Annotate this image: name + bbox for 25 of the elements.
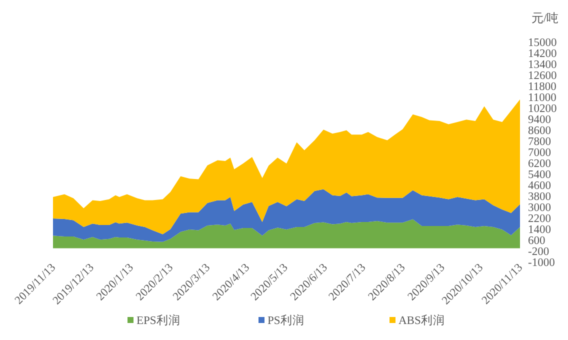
y-tick-label: 13400 <box>528 59 557 71</box>
y-tick-label: -200 <box>528 246 550 258</box>
legend-label: EPS利润 <box>136 313 180 327</box>
legend-label: ABS利润 <box>398 313 445 327</box>
y-tick-label: 600 <box>528 235 546 247</box>
y-tick-label: 15000 <box>528 37 557 49</box>
y-tick-label: 1400 <box>528 224 552 236</box>
legend-label: PS利润 <box>268 313 304 327</box>
y-tick-label: 3800 <box>528 191 552 203</box>
y-axis-title: 元/吨 <box>531 11 559 25</box>
y-tick-label: 7800 <box>528 136 552 148</box>
y-tick-label: 2200 <box>528 213 552 225</box>
y-tick-label: 6200 <box>528 158 552 170</box>
y-tick-label: 11000 <box>528 92 557 104</box>
y-tick-label: 3000 <box>528 202 552 214</box>
y-tick-label: -1000 <box>528 257 556 269</box>
y-tick-label: 11800 <box>528 81 557 93</box>
y-tick-label: 4600 <box>528 180 552 192</box>
y-tick-label: 7000 <box>528 147 552 159</box>
y-tick-label: 8600 <box>528 125 552 137</box>
y-tick-label: 5400 <box>528 169 552 181</box>
y-tick-label: 10200 <box>528 103 557 115</box>
y-tick-label: 9400 <box>528 114 552 126</box>
y-tick-label: 12600 <box>528 70 557 82</box>
y-tick-label: 14200 <box>528 48 557 60</box>
